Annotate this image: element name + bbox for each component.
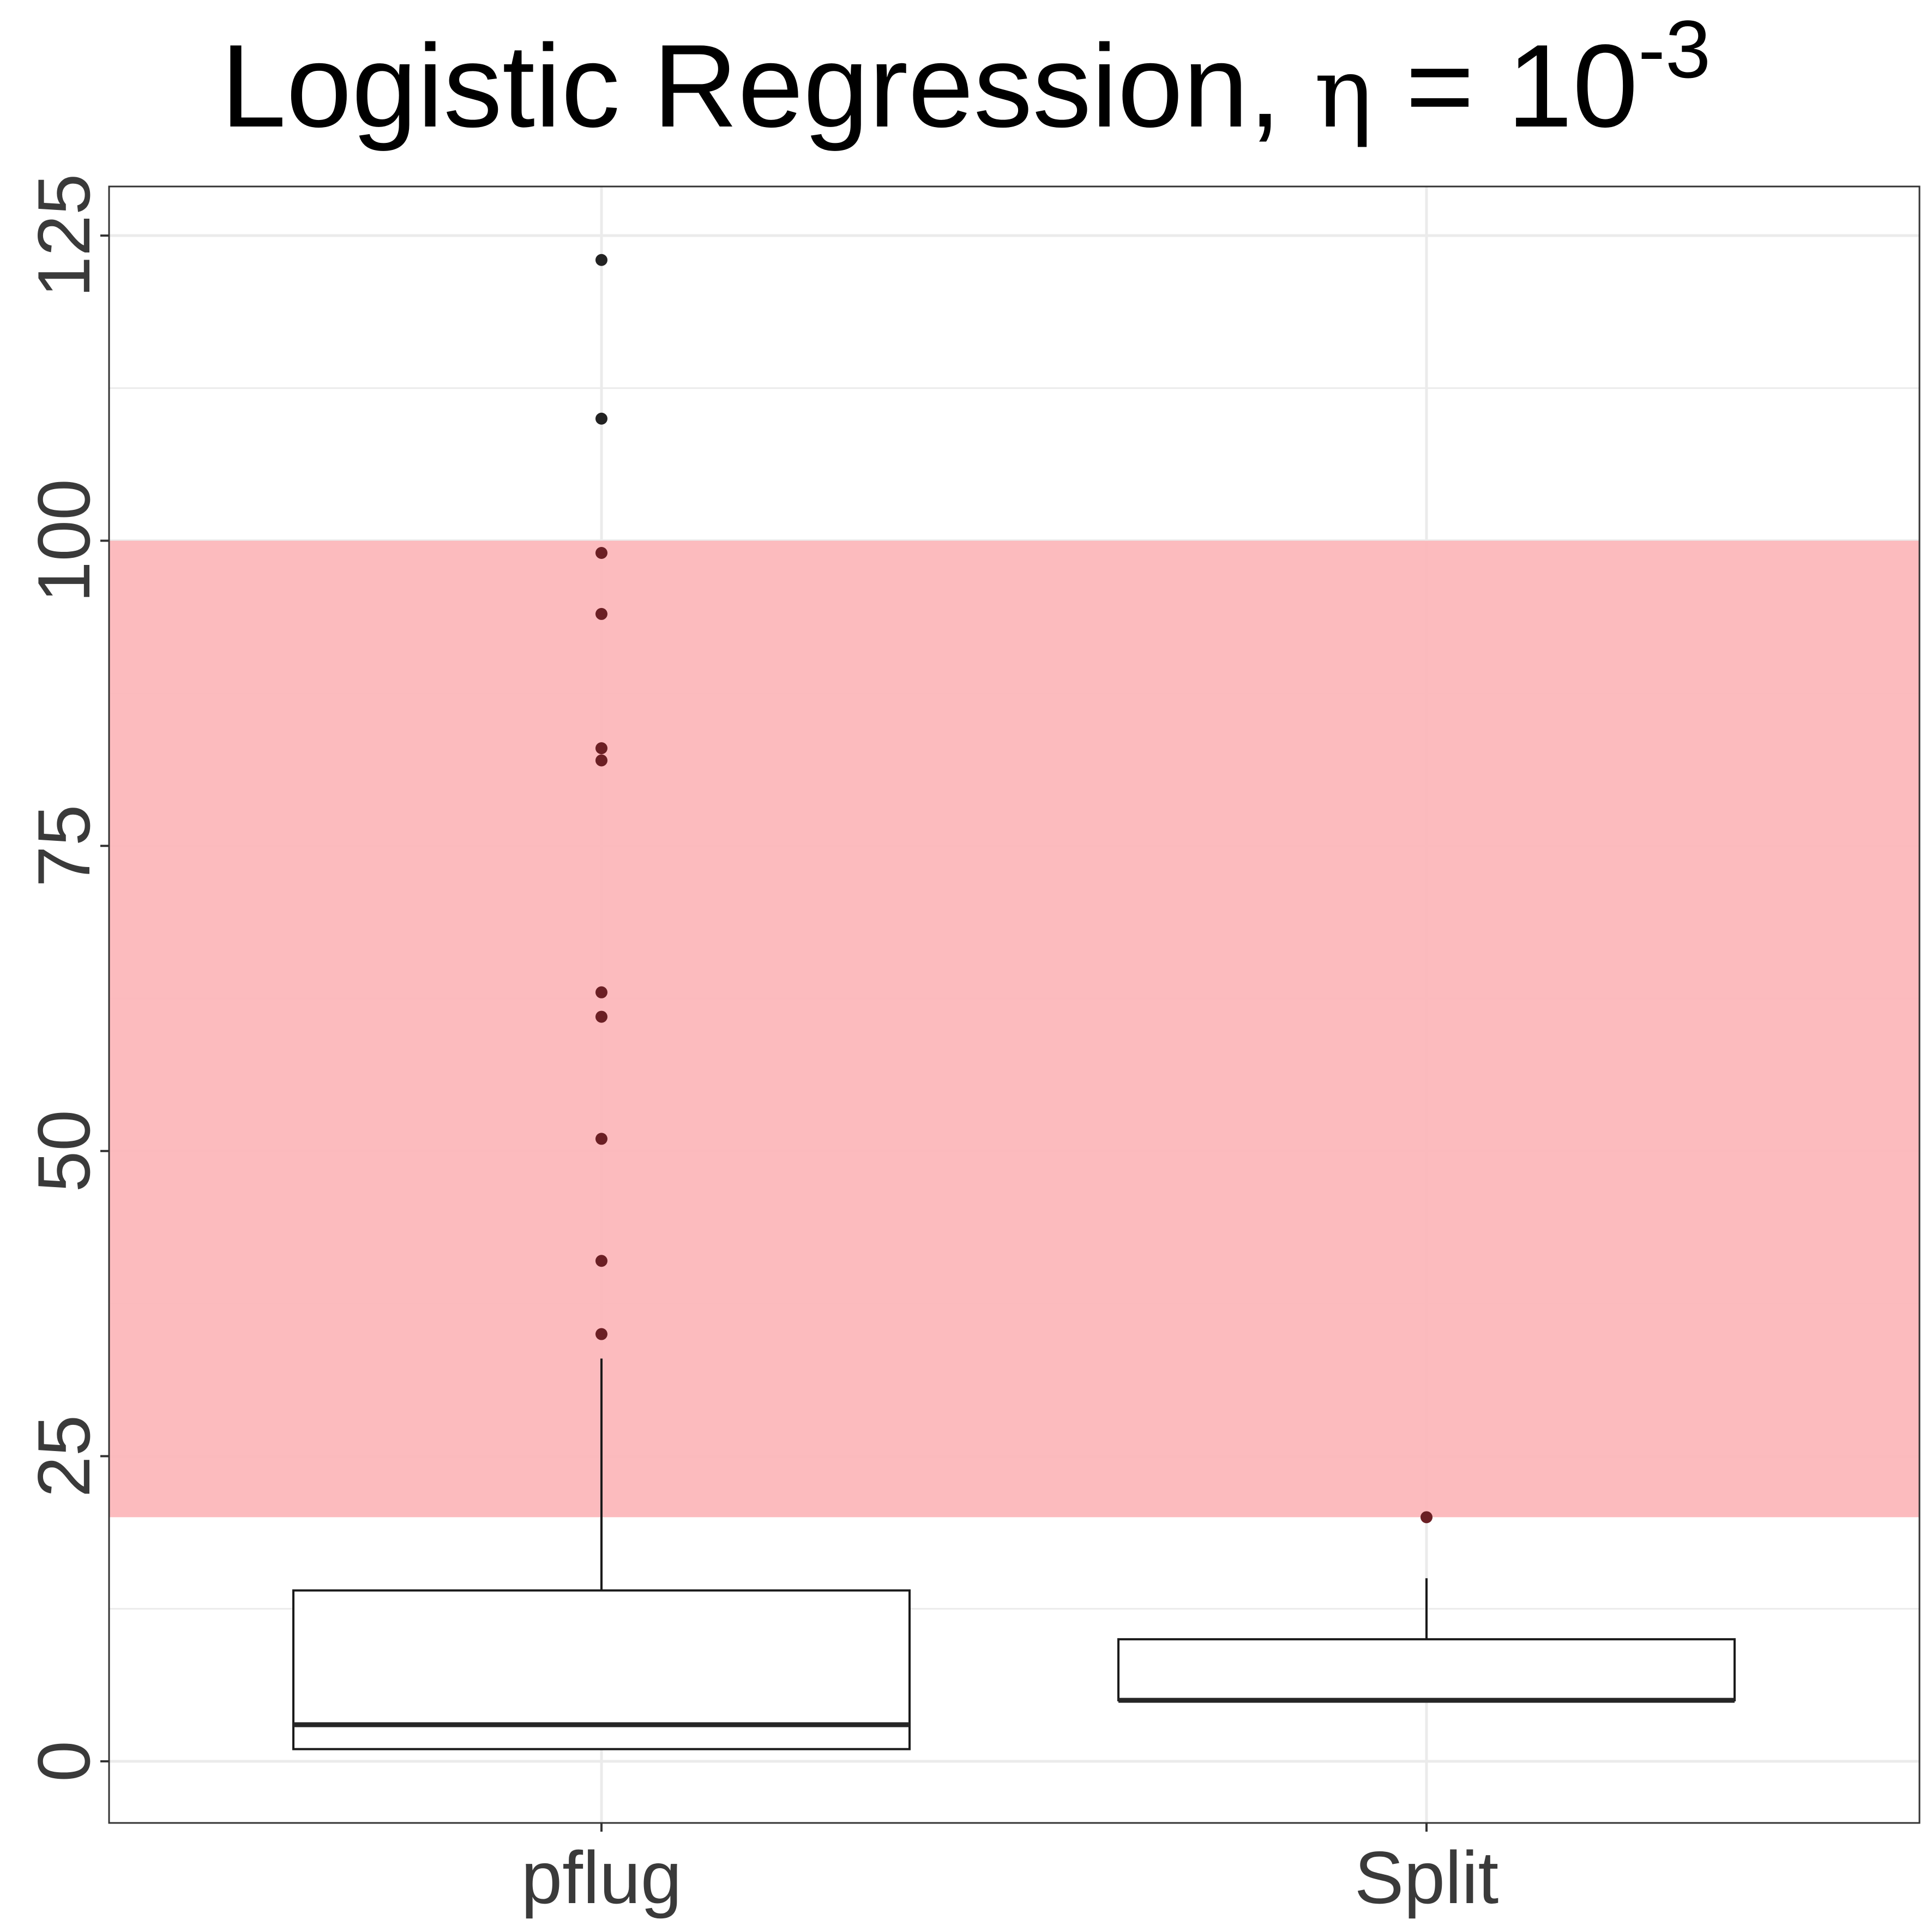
y-tick-label: 75	[22, 805, 105, 887]
panel-border	[108, 185, 1921, 1824]
outlier-point	[595, 754, 607, 767]
title-superscript: -3	[1638, 3, 1711, 95]
plot-area: 0 25 50 75 100 125 pflug Split	[22, 174, 1921, 1919]
title-equals: = 10	[1373, 20, 1638, 152]
outlier-point	[595, 986, 607, 998]
outlier-point	[595, 607, 607, 620]
outlier-point	[595, 1133, 607, 1145]
y-tick-label: 125	[22, 174, 105, 298]
x-tick-label: Split	[1355, 1836, 1499, 1919]
outlier-point	[595, 546, 607, 559]
box-iqr	[1117, 1638, 1736, 1702]
y-tick-label: 25	[22, 1415, 105, 1497]
outlier-point	[595, 254, 607, 266]
boxplot-pflug	[292, 254, 911, 1750]
outlier-point	[595, 1328, 607, 1340]
boxplot-split	[1117, 1511, 1736, 1703]
outlier-point	[1421, 1511, 1433, 1524]
chart-title: Logistic Regression, η = 10-3	[221, 3, 1711, 152]
outlier-point	[595, 742, 607, 755]
y-tick-label: 0	[22, 1741, 105, 1782]
y-tick-label: 100	[22, 479, 105, 603]
outlier-point	[595, 412, 607, 425]
outlier-point	[595, 1255, 607, 1267]
title-main: Logistic Regression,	[221, 20, 1314, 152]
title-eta: η	[1314, 36, 1373, 150]
highlight-band	[109, 540, 1919, 1518]
x-tick-label: pflug	[521, 1836, 682, 1919]
outlier-point	[595, 1010, 607, 1023]
y-tick-label: 50	[22, 1110, 105, 1192]
